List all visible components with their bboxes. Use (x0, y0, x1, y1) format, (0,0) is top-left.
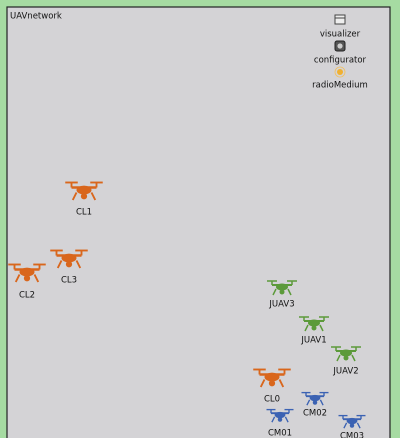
camera (65, 261, 73, 268)
leg (351, 354, 356, 362)
node-label: JUAV2 (332, 367, 358, 377)
node-label: CL1 (76, 208, 92, 218)
body (308, 319, 320, 327)
leg (319, 399, 324, 406)
body (346, 417, 358, 425)
leg (304, 324, 309, 332)
module-label: radioMedium (312, 81, 368, 91)
camera (279, 289, 285, 295)
body (340, 349, 352, 357)
node-label: CL3 (61, 276, 77, 286)
network-area (6, 6, 391, 438)
leg (272, 288, 277, 296)
leg (14, 274, 21, 283)
leg (271, 416, 276, 423)
drone-icon (299, 316, 329, 332)
body (264, 372, 280, 382)
body (276, 283, 288, 291)
camera (23, 275, 31, 282)
camera (268, 380, 276, 387)
camera (343, 355, 349, 361)
drone-icon (338, 414, 366, 429)
body (19, 267, 35, 277)
leg (356, 422, 361, 429)
node-label: CM02 (303, 409, 327, 419)
leg (90, 192, 97, 201)
drone-icon (267, 280, 297, 296)
leg (75, 260, 82, 269)
node-label: CL0 (264, 395, 280, 405)
module-label: configurator (314, 56, 367, 66)
camera (311, 325, 317, 331)
drone-icon (253, 368, 291, 388)
drone-icon (50, 249, 88, 269)
leg (343, 422, 348, 429)
node-label: CL2 (19, 291, 35, 301)
drone-icon (65, 181, 103, 201)
drone-icon (8, 263, 46, 283)
leg (278, 379, 285, 388)
camera (349, 423, 355, 428)
node-label: CM03 (340, 432, 364, 438)
camera (80, 193, 88, 200)
body (274, 411, 286, 419)
drone-icon (331, 346, 361, 362)
leg (306, 399, 311, 406)
configurator-icon (334, 40, 346, 52)
camera (277, 417, 283, 422)
camera (312, 400, 318, 405)
leg (56, 260, 63, 269)
node-label: JUAV1 (300, 336, 326, 346)
body (61, 253, 77, 263)
body (309, 394, 321, 402)
leg (336, 354, 341, 362)
radio-medium-icon (334, 66, 346, 78)
network-title: UAVnetwork (10, 12, 62, 22)
leg (71, 192, 78, 201)
visualizer-icon (334, 14, 346, 25)
body (76, 185, 92, 195)
node-label: CM01 (268, 429, 292, 438)
leg (319, 324, 324, 332)
leg (284, 416, 289, 423)
node-label: JUAV3 (268, 300, 294, 310)
module-label: visualizer (320, 30, 361, 40)
leg (33, 274, 40, 283)
leg (259, 379, 266, 388)
leg (287, 288, 292, 296)
drone-icon (301, 391, 329, 406)
drone-icon (266, 408, 294, 423)
